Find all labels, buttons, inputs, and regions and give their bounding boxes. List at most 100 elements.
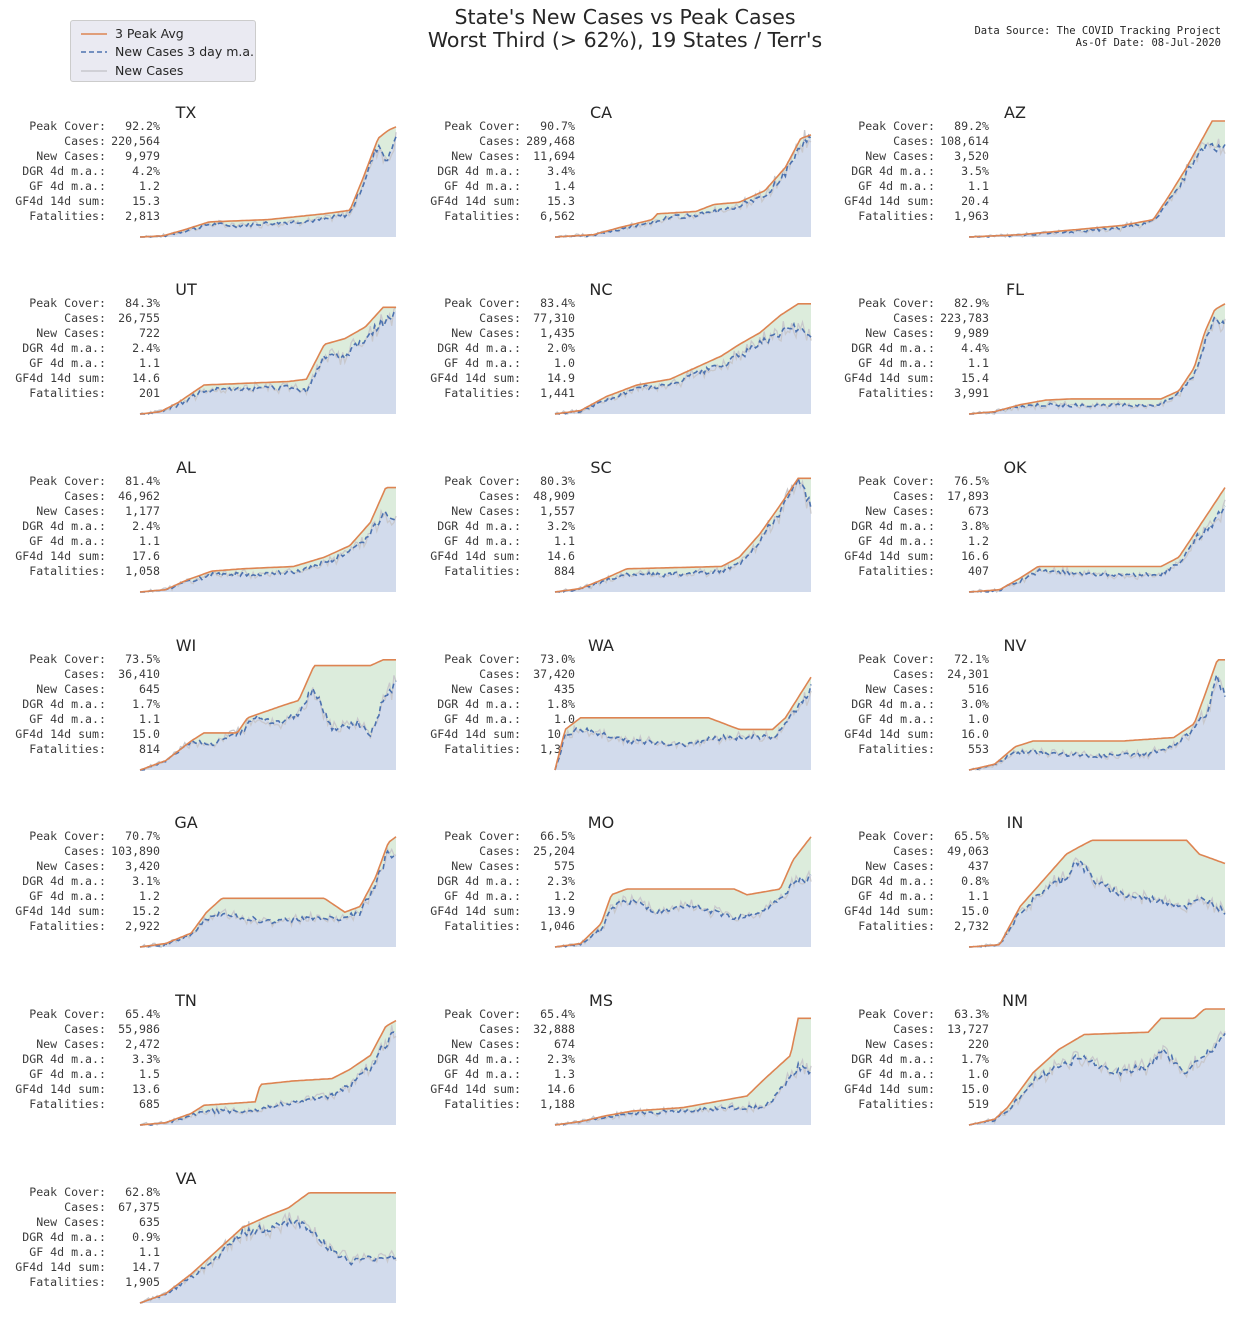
stat-value: 73.0% bbox=[540, 652, 575, 666]
stat-value: 220,564 bbox=[111, 134, 160, 148]
stat-label: Fatalities: bbox=[858, 742, 935, 756]
stat-row: New Cases: 11,694 bbox=[415, 149, 575, 164]
state-panel-nc: NC Peak Cover: 83.4% Cases: 77,310 New Cases:… bbox=[415, 274, 825, 434]
stat-label: Peak Cover: bbox=[444, 1007, 521, 1021]
stat-value: 26,755 bbox=[118, 311, 160, 325]
stat-value: 1.1 bbox=[139, 1245, 160, 1259]
stat-row: Fatalities: 1,441 bbox=[415, 386, 575, 401]
stats-block: Peak Cover: 89.2% Cases: 108,614 New Cases: 3… bbox=[829, 119, 989, 224]
new-cases-area bbox=[969, 317, 1225, 414]
stat-label: New Cases: bbox=[451, 682, 521, 696]
stat-row: GF4d 14d sum: 15.2 bbox=[0, 904, 160, 919]
legend: 3 Peak Avg New Cases 3 day m.a. New Case… bbox=[70, 20, 256, 82]
stat-label: Cases: bbox=[64, 311, 106, 325]
stat-label: Cases: bbox=[479, 134, 521, 148]
stat-value: 1.7% bbox=[961, 1052, 989, 1066]
stat-value: 407 bbox=[968, 564, 989, 578]
stat-row: New Cases: 516 bbox=[829, 682, 989, 697]
state-panel-al: AL Peak Cover: 81.4% Cases: 46,962 New Cases:… bbox=[0, 452, 410, 612]
moving-average-line bbox=[139, 309, 397, 415]
new-cases-area bbox=[969, 505, 1225, 592]
state-plot bbox=[968, 303, 1226, 415]
stat-row: Peak Cover: 90.7% bbox=[415, 119, 575, 134]
stat-row: Fatalities: 1,905 bbox=[0, 1275, 160, 1290]
stat-value: 72.1% bbox=[954, 652, 989, 666]
state-label: FL bbox=[1005, 280, 1025, 299]
stat-row: Fatalities: 3,991 bbox=[829, 386, 989, 401]
stat-label: Fatalities: bbox=[29, 1097, 106, 1111]
stat-row: New Cases: 3,520 bbox=[829, 149, 989, 164]
stat-label: DGR 4d m.a.: bbox=[22, 519, 106, 533]
stat-value: 49,063 bbox=[947, 844, 989, 858]
moving-average-line bbox=[554, 684, 812, 771]
stat-value: 1,441 bbox=[540, 386, 575, 400]
stat-row: Cases: 108,614 bbox=[829, 134, 989, 149]
state-label: VA bbox=[175, 1169, 197, 1188]
stat-label: New Cases: bbox=[36, 1215, 106, 1229]
stat-label: Peak Cover: bbox=[444, 652, 521, 666]
stat-value: 89.2% bbox=[954, 119, 989, 133]
stat-row: GF4d 14d sum: 15.0 bbox=[0, 727, 160, 742]
stat-label: Cases: bbox=[64, 489, 106, 503]
stat-label: New Cases: bbox=[36, 326, 106, 340]
stat-label: GF4d 14d sum: bbox=[15, 904, 106, 918]
state-panel-fl: FL Peak Cover: 82.9% Cases: 223,783 New Cases… bbox=[829, 274, 1239, 434]
state-label: AL bbox=[176, 458, 196, 477]
stat-label: New Cases: bbox=[865, 859, 935, 873]
stat-row: DGR 4d m.a.: 4.2% bbox=[0, 164, 160, 179]
peak-average-line bbox=[139, 1192, 396, 1304]
stat-row: Peak Cover: 83.4% bbox=[415, 296, 575, 311]
stat-label: Peak Cover: bbox=[444, 474, 521, 488]
stat-row: GF 4d m.a.: 1.1 bbox=[415, 534, 575, 549]
stat-label: Cases: bbox=[479, 489, 521, 503]
state-panel-ms: MS Peak Cover: 65.4% Cases: 32,888 New Cases:… bbox=[415, 985, 825, 1145]
stat-row: Fatalities: 6,562 bbox=[415, 209, 575, 224]
state-label: TX bbox=[175, 103, 197, 122]
stat-label: New Cases: bbox=[36, 859, 106, 873]
stat-row: Cases: 223,783 bbox=[829, 311, 989, 326]
stat-row: Peak Cover: 66.5% bbox=[415, 829, 575, 844]
stat-value: 3,991 bbox=[954, 386, 989, 400]
stat-row: Peak Cover: 76.5% bbox=[829, 474, 989, 489]
state-label: TN bbox=[175, 991, 197, 1010]
stat-row: DGR 4d m.a.: 0.8% bbox=[829, 874, 989, 889]
stat-value: 82.9% bbox=[954, 296, 989, 310]
stat-row: Cases: 49,063 bbox=[829, 844, 989, 859]
stat-row: Fatalities: 2,813 bbox=[0, 209, 160, 224]
stat-value: 673 bbox=[968, 504, 989, 518]
legend-peak-swatch bbox=[81, 33, 107, 35]
new-cases-area bbox=[969, 675, 1225, 770]
stat-label: Fatalities: bbox=[444, 742, 521, 756]
stat-row: GF4d 14d sum: 20.4 bbox=[829, 194, 989, 209]
stat-value: 201 bbox=[139, 386, 160, 400]
stats-block: Peak Cover: 62.8% Cases: 67,375 New Cases: 63… bbox=[0, 1185, 160, 1290]
stat-row: GF4d 14d sum: 17.6 bbox=[0, 549, 160, 564]
stat-label: New Cases: bbox=[451, 149, 521, 163]
moving-average-line bbox=[968, 505, 1226, 593]
peak-average-line bbox=[554, 676, 812, 771]
chart-title-line1: State's New Cases vs Peak Cases bbox=[454, 5, 796, 29]
stat-label: GF4d 14d sum: bbox=[844, 194, 935, 208]
stat-value: 14.9 bbox=[547, 371, 575, 385]
state-panel-ut: UT Peak Cover: 84.3% Cases: 26,755 New Cases:… bbox=[0, 274, 410, 434]
stat-row: Cases: 55,986 bbox=[0, 1022, 160, 1037]
stats-block: Peak Cover: 73.5% Cases: 36,410 New Cases: 64… bbox=[0, 652, 160, 757]
stat-value: 516 bbox=[968, 682, 989, 696]
stat-value: 24,301 bbox=[947, 667, 989, 681]
stat-row: GF 4d m.a.: 1.5 bbox=[0, 1067, 160, 1082]
stat-label: Peak Cover: bbox=[858, 474, 935, 488]
stat-value: 1.1 bbox=[139, 534, 160, 548]
moving-average-line bbox=[554, 873, 812, 948]
stat-value: 1.8% bbox=[547, 697, 575, 711]
stat-value: 14.6 bbox=[132, 371, 160, 385]
stat-row: DGR 4d m.a.: 4.4% bbox=[829, 341, 989, 356]
stat-row: GF4d 14d sum: 15.0 bbox=[829, 1082, 989, 1097]
stat-label: Peak Cover: bbox=[858, 296, 935, 310]
stat-label: GF 4d m.a.: bbox=[858, 356, 935, 370]
stat-value: 55,986 bbox=[118, 1022, 160, 1036]
stat-row: GF 4d m.a.: 1.2 bbox=[829, 534, 989, 549]
stat-row: Cases: 36,410 bbox=[0, 667, 160, 682]
state-plot bbox=[968, 1008, 1226, 1126]
stat-row: Cases: 26,755 bbox=[0, 311, 160, 326]
peak-average-line bbox=[554, 134, 812, 238]
